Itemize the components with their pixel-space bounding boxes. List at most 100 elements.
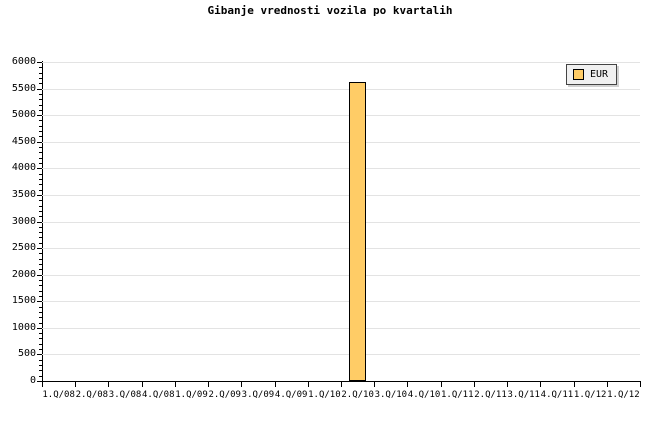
x-axis-tick-label: 2.Q/09 bbox=[208, 390, 241, 400]
x-axis-tick bbox=[241, 382, 242, 387]
y-axis-tick bbox=[37, 248, 43, 249]
y-axis-minor-tick bbox=[39, 163, 43, 164]
y-axis-tick-label: 1500 bbox=[11, 295, 36, 306]
y-axis-tick bbox=[37, 195, 43, 196]
y-axis-minor-tick bbox=[39, 136, 43, 137]
y-axis-minor-tick bbox=[39, 253, 43, 254]
x-axis-tick-label: 3.Q/11 bbox=[507, 390, 540, 400]
x-axis-tick bbox=[640, 382, 641, 387]
y-axis-tick bbox=[37, 354, 43, 355]
x-axis-tick bbox=[607, 382, 608, 387]
y-axis-minor-tick bbox=[39, 67, 43, 68]
y-axis-minor-tick bbox=[39, 120, 43, 121]
plot-area bbox=[42, 62, 640, 382]
y-axis-line bbox=[42, 61, 43, 382]
y-axis-minor-tick bbox=[39, 131, 43, 132]
x-axis-tick bbox=[275, 382, 276, 387]
y-axis-minor-tick bbox=[39, 291, 43, 292]
y-axis-minor-tick bbox=[39, 73, 43, 74]
y-axis-minor-tick bbox=[39, 152, 43, 153]
x-axis-tick-label: 4.Q/11 bbox=[540, 390, 574, 400]
y-axis-minor-tick bbox=[39, 269, 43, 270]
y-axis-minor-tick bbox=[39, 147, 43, 148]
x-axis-tick-label: 1.Q/12 bbox=[607, 390, 640, 400]
x-axis-line bbox=[42, 381, 641, 382]
legend-swatch-eur bbox=[573, 69, 584, 80]
gridline bbox=[42, 328, 640, 329]
y-axis-tick-label: 3000 bbox=[11, 216, 36, 227]
y-axis-minor-tick bbox=[39, 190, 43, 191]
chart-title: Gibanje vrednosti vozila po kvartalih bbox=[207, 4, 453, 17]
y-axis-minor-tick bbox=[39, 211, 43, 212]
y-axis-tick bbox=[37, 328, 43, 329]
y-axis-minor-tick bbox=[39, 110, 43, 111]
x-axis-tick bbox=[441, 382, 442, 387]
y-axis-minor-tick bbox=[39, 105, 43, 106]
y-axis-minor-tick bbox=[39, 349, 43, 350]
y-axis-tick bbox=[37, 142, 43, 143]
y-axis-tick-label: 0 bbox=[29, 375, 36, 386]
y-axis-tick bbox=[37, 168, 43, 169]
x-axis-tick bbox=[341, 382, 342, 387]
y-axis-minor-tick bbox=[39, 232, 43, 233]
chart-legend[interactable]: EUR bbox=[566, 64, 618, 85]
y-axis-minor-tick bbox=[39, 296, 43, 297]
x-axis-tick bbox=[407, 382, 408, 387]
x-axis-tick bbox=[474, 382, 475, 387]
y-axis-labels: 0 500 1000 1500 2000 2500 3000 3500 4000 4500 5000… bbox=[0, 0, 36, 440]
x-axis-tick bbox=[75, 382, 76, 387]
x-axis-tick-label: 2.Q/10 bbox=[341, 390, 374, 400]
x-axis-tick-label: 2.Q/08 bbox=[75, 390, 109, 400]
x-axis-tick bbox=[308, 382, 309, 387]
gridline bbox=[42, 115, 640, 116]
x-axis-tick-label: 3.Q/08 bbox=[108, 390, 142, 400]
y-axis-minor-tick bbox=[39, 94, 43, 95]
y-axis-tick bbox=[37, 115, 43, 116]
y-axis-minor-tick bbox=[39, 323, 43, 324]
gridline bbox=[42, 222, 640, 223]
x-axis-tick bbox=[108, 382, 109, 387]
y-axis-tick-label: 4000 bbox=[11, 162, 36, 173]
y-axis-minor-tick bbox=[39, 312, 43, 313]
x-axis-tick-label: 1.Q/11 bbox=[441, 390, 474, 400]
y-axis-tick-label: 4500 bbox=[11, 136, 36, 147]
y-axis-minor-tick bbox=[39, 243, 43, 244]
y-axis-minor-tick bbox=[39, 259, 43, 260]
y-axis-tick bbox=[37, 381, 43, 382]
x-axis-tick-label: 1.Q/09 bbox=[175, 390, 208, 400]
x-axis-tick bbox=[540, 382, 541, 387]
gridline bbox=[42, 89, 640, 90]
y-axis-tick-label: 2000 bbox=[11, 269, 36, 280]
y-axis-minor-tick bbox=[39, 333, 43, 334]
x-axis-tick-label: 1.Q/08 bbox=[42, 390, 75, 400]
y-axis-tick bbox=[37, 275, 43, 276]
x-axis-tick bbox=[507, 382, 508, 387]
y-axis-minor-tick bbox=[39, 200, 43, 201]
x-axis-tick bbox=[374, 382, 375, 387]
x-axis-tick-label: 4.Q/09 bbox=[274, 390, 308, 400]
gridline bbox=[42, 248, 640, 249]
y-axis-minor-tick bbox=[39, 158, 43, 159]
x-axis-tick-label: 4.Q/10 bbox=[407, 390, 441, 400]
y-axis-minor-tick bbox=[39, 237, 43, 238]
y-axis-tick-label: 3500 bbox=[11, 189, 36, 200]
y-axis-minor-tick bbox=[39, 83, 43, 84]
x-axis-tick-label: 1.Q/10 bbox=[308, 390, 341, 400]
y-axis-minor-tick bbox=[39, 264, 43, 265]
gridline bbox=[42, 168, 640, 169]
y-axis-minor-tick bbox=[39, 376, 43, 377]
y-axis-tick bbox=[37, 62, 43, 63]
y-axis-minor-tick bbox=[39, 280, 43, 281]
y-axis-minor-tick bbox=[39, 216, 43, 217]
y-axis-minor-tick bbox=[39, 227, 43, 228]
y-axis-minor-tick bbox=[39, 78, 43, 79]
legend-label-eur: EUR bbox=[590, 69, 609, 80]
y-axis-minor-tick bbox=[39, 317, 43, 318]
bar[interactable] bbox=[349, 82, 366, 381]
y-axis-minor-tick bbox=[39, 126, 43, 127]
y-axis-tick bbox=[37, 222, 43, 223]
y-axis-tick bbox=[37, 301, 43, 302]
x-axis-tick-label: 3.Q/10 bbox=[374, 390, 408, 400]
gridline bbox=[42, 195, 640, 196]
x-axis-tick bbox=[208, 382, 209, 387]
